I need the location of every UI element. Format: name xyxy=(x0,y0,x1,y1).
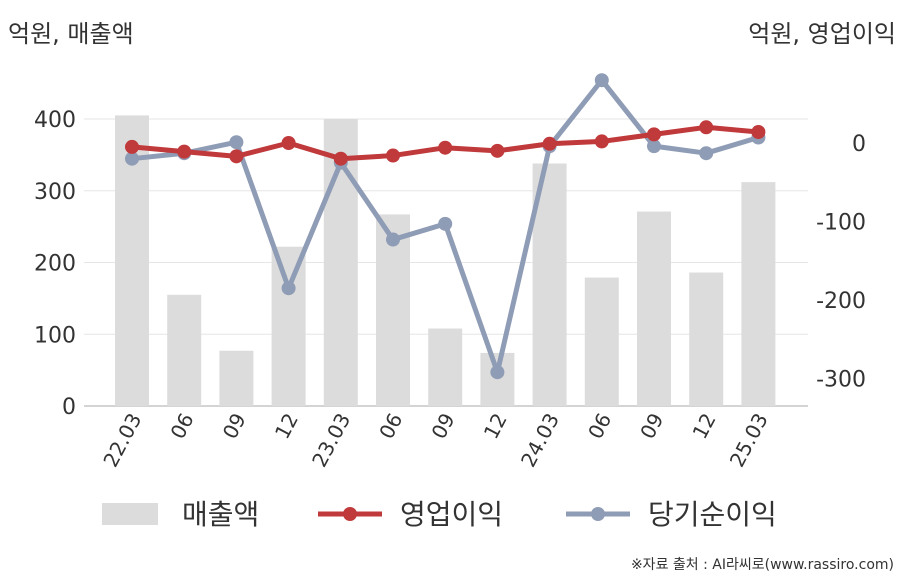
legend-label-net: 당기순이익 xyxy=(648,498,777,531)
data-point xyxy=(490,365,505,380)
data-point xyxy=(594,73,609,88)
bar xyxy=(584,277,619,406)
data-point xyxy=(281,136,296,150)
x-tick-label: 24.03 xyxy=(516,409,564,471)
x-tick-label: 06 xyxy=(165,409,198,443)
right-axis-unit: 억원, 영업이익 xyxy=(748,20,896,48)
x-tick-label: 09 xyxy=(635,409,668,443)
right-tick-label: 0 xyxy=(852,132,866,157)
bar xyxy=(428,328,463,406)
data-point xyxy=(229,149,244,164)
bar xyxy=(167,294,202,406)
data-point xyxy=(699,120,714,135)
x-axis-ticks: 22.03 06 09 12 23.03 06 09 12 24.03 06 09 12 25.03 xyxy=(98,409,772,471)
data-point xyxy=(699,146,714,161)
data-point xyxy=(281,281,296,296)
data-point xyxy=(438,140,453,155)
data-point xyxy=(647,127,661,142)
left-axis-ticks: 0 100 200 300 400 xyxy=(34,108,76,420)
bar xyxy=(271,246,306,406)
right-axis-ticks: 0 -100 -200 -300 xyxy=(816,132,866,393)
x-tick-label: 09 xyxy=(426,409,459,443)
data-point xyxy=(751,125,766,140)
data-point xyxy=(177,144,192,159)
x-tick-label: 12 xyxy=(270,409,303,443)
line-series xyxy=(125,73,766,380)
data-point xyxy=(542,136,557,151)
data-point xyxy=(229,135,244,150)
data-point xyxy=(125,151,139,166)
left-tick-label: 300 xyxy=(34,180,76,205)
x-tick-label: 09 xyxy=(218,409,251,443)
bar xyxy=(741,182,776,406)
x-tick-label: 12 xyxy=(479,409,512,443)
legend-label-operating: 영업이익 xyxy=(400,498,503,531)
left-tick-label: 0 xyxy=(62,395,76,420)
legend-marker-operating xyxy=(343,507,357,521)
x-tick-label: 23.03 xyxy=(307,409,355,471)
right-tick-label: -200 xyxy=(816,289,866,314)
data-point xyxy=(386,232,400,247)
left-tick-label: 400 xyxy=(34,108,76,133)
data-point xyxy=(386,148,400,163)
right-tick-label: -300 xyxy=(816,368,866,393)
data-point xyxy=(438,216,453,231)
data-point xyxy=(125,139,139,154)
bar-series-revenue xyxy=(115,115,776,406)
data-point xyxy=(490,143,505,158)
left-axis-unit: 억원, 매출액 xyxy=(8,20,134,48)
legend-label-revenue: 매출액 xyxy=(182,498,259,531)
left-tick-label: 100 xyxy=(34,323,76,348)
data-point xyxy=(647,139,661,154)
x-tick-label: 22.03 xyxy=(98,409,146,471)
bar xyxy=(219,350,254,406)
x-tick-label: 06 xyxy=(374,409,407,443)
bar xyxy=(689,272,724,406)
bar xyxy=(480,352,515,406)
left-tick-label: 200 xyxy=(34,252,76,277)
legend-marker-net xyxy=(591,507,605,521)
x-tick-label: 25.03 xyxy=(725,409,773,471)
data-point xyxy=(333,151,348,166)
x-tick-label: 06 xyxy=(583,409,616,443)
bar xyxy=(637,211,671,406)
right-tick-label: -100 xyxy=(816,211,866,236)
x-tick-label: 12 xyxy=(687,409,720,443)
data-point xyxy=(594,134,609,149)
legend-swatch-revenue xyxy=(102,503,158,525)
legend: 매출액 영업이익 당기순이익 xyxy=(102,498,777,531)
source-note: ※자료 출처 : AI라씨로(www.rassiro.com) xyxy=(630,557,894,573)
